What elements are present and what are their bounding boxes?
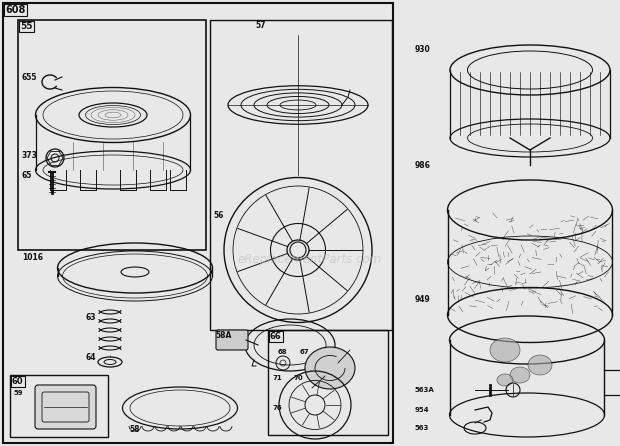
Text: 58A: 58A	[215, 330, 231, 339]
Circle shape	[290, 242, 306, 258]
Text: 608: 608	[5, 5, 25, 15]
Bar	[10, 375, 108, 437]
Ellipse shape	[497, 374, 513, 386]
Text: 70: 70	[293, 375, 303, 381]
Bar	[268, 330, 388, 435]
Text: 1016: 1016	[22, 253, 43, 263]
Text: 60: 60	[12, 377, 24, 386]
Text: 563: 563	[415, 425, 430, 431]
Ellipse shape	[490, 338, 520, 362]
Text: 655: 655	[22, 74, 37, 83]
Text: 954: 954	[415, 407, 430, 413]
Text: 71: 71	[272, 375, 281, 381]
Text: 76: 76	[272, 405, 281, 411]
Bar	[3, 3, 393, 443]
Text: 59: 59	[14, 390, 24, 396]
Text: 563A: 563A	[415, 387, 435, 393]
Ellipse shape	[305, 347, 355, 389]
Text: 58: 58	[130, 425, 140, 434]
Text: 64: 64	[85, 354, 95, 363]
Text: 68: 68	[278, 349, 288, 355]
Text: 67: 67	[300, 349, 309, 355]
Bar	[18, 20, 206, 250]
Text: 66: 66	[270, 332, 281, 341]
Text: 373: 373	[22, 150, 38, 160]
Text: 65: 65	[22, 170, 32, 179]
Bar	[210, 20, 392, 330]
Text: 55: 55	[20, 22, 32, 31]
FancyBboxPatch shape	[35, 385, 96, 429]
Text: 949: 949	[415, 296, 431, 305]
Text: 63: 63	[85, 314, 95, 322]
Ellipse shape	[528, 355, 552, 375]
Text: 56: 56	[213, 211, 223, 219]
Text: 57: 57	[255, 21, 265, 29]
Text: 930: 930	[415, 45, 431, 54]
Text: eReplacementParts.com: eReplacementParts.com	[238, 253, 382, 267]
Text: 986: 986	[415, 161, 431, 169]
FancyBboxPatch shape	[216, 330, 248, 350]
Ellipse shape	[510, 367, 530, 383]
